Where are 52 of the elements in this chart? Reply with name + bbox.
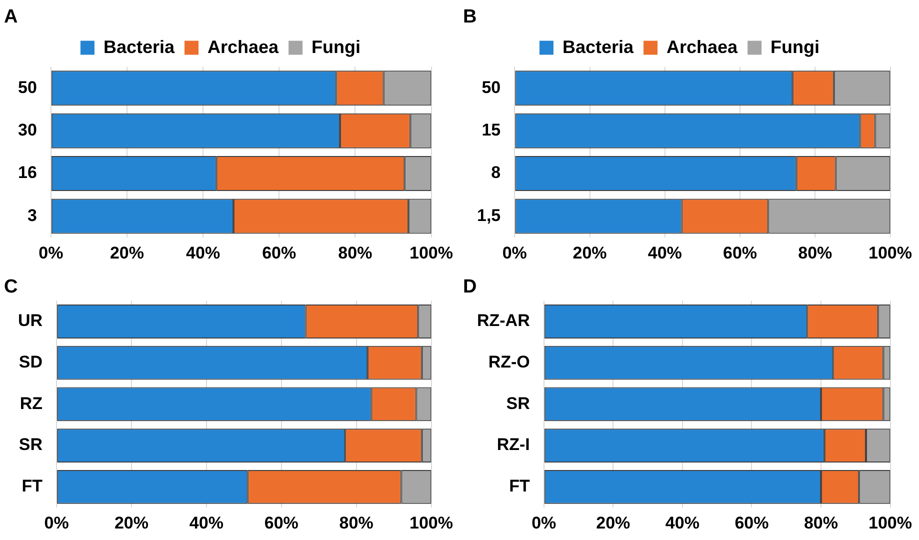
x-tick-label: 100% — [868, 513, 912, 532]
chart-title: A — [4, 6, 18, 28]
chart-title: B — [463, 6, 477, 28]
y-tick-label: 15 — [482, 120, 501, 140]
y-tick-label: UR — [18, 311, 43, 330]
x-tick-label: 60% — [264, 513, 298, 532]
y-tick-label: 30 — [18, 120, 37, 140]
y-tick-label: RZ-I — [496, 435, 530, 454]
y-tick-label: 50 — [18, 78, 37, 97]
chart-title: C — [4, 276, 18, 298]
x-tick-label: 100% — [868, 243, 912, 262]
chart-title: D — [463, 276, 477, 298]
y-tick-label: SR — [18, 435, 43, 454]
x-tick-label: 60% — [722, 243, 758, 262]
x-tick-label: 40% — [665, 513, 700, 532]
x-tick-label: 80% — [804, 513, 838, 532]
y-tick-label: 50 — [482, 78, 501, 97]
x-tick-label: 80% — [338, 243, 372, 262]
x-tick-label: 100% — [410, 513, 453, 532]
x-tick-label: 0% — [532, 513, 556, 532]
legend-label: Archaea — [208, 36, 280, 57]
x-tick-label: 80% — [339, 513, 374, 532]
x-tick-label: 40% — [186, 243, 220, 262]
legend-label: Bacteria — [562, 36, 634, 57]
legend-label: Archaea — [666, 36, 739, 57]
y-tick-label: 16 — [18, 163, 37, 182]
y-tick-label: 3 — [27, 206, 37, 225]
x-tick-label: 40% — [189, 513, 224, 532]
x-tick-label: 20% — [114, 513, 149, 532]
y-tick-label: RZ — [20, 394, 43, 413]
x-tick-label: 80% — [798, 243, 832, 262]
x-tick-label: 0% — [502, 243, 527, 262]
x-tick-label: 20% — [596, 513, 630, 532]
y-tick-label: RZ-AR — [476, 311, 530, 330]
legend-label: Bacteria — [103, 36, 176, 57]
x-tick-label: 60% — [262, 243, 296, 262]
legend-label: Fungi — [770, 36, 820, 57]
legend-label: Fungi — [312, 36, 361, 57]
y-tick-label: FT — [22, 476, 44, 496]
x-tick-label: 0% — [38, 243, 64, 262]
y-tick-label: SD — [18, 352, 43, 372]
x-tick-label: 20% — [572, 243, 607, 262]
y-tick-label: FT — [509, 476, 530, 496]
x-tick-label: 100% — [410, 243, 453, 262]
x-tick-label: 20% — [110, 243, 144, 262]
x-tick-label: 0% — [44, 513, 69, 532]
x-tick-label: 40% — [648, 243, 682, 262]
y-tick-label: 1,5 — [476, 206, 501, 225]
y-tick-label: RZ-O — [488, 352, 530, 372]
y-tick-label: SR — [506, 394, 530, 413]
y-tick-label: 8 — [491, 163, 501, 182]
x-tick-label: 60% — [734, 513, 769, 532]
